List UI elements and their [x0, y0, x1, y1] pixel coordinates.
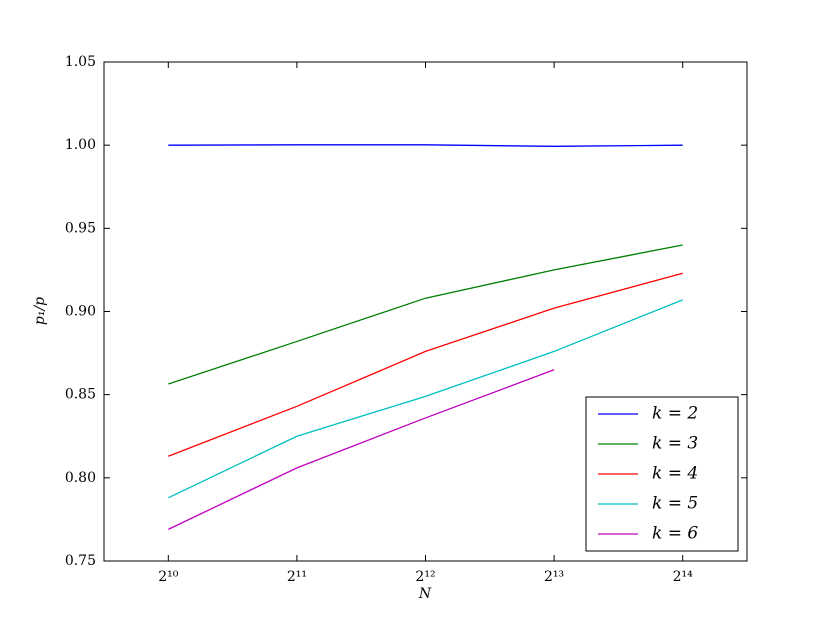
legend-label: k = 2	[652, 404, 698, 424]
x-axis-label: N	[418, 586, 432, 602]
line-series	[168, 299, 683, 499]
legend-label: k = 6	[652, 524, 698, 544]
x-tick-label: 2¹⁴	[673, 569, 694, 585]
x-tick-label: 2¹³	[544, 569, 564, 585]
legend: k = 2 k = 3 k = 4 k = 5 k = 6	[585, 396, 739, 552]
line-series	[168, 369, 555, 530]
legend-label: k = 3	[652, 434, 698, 454]
line-series	[168, 244, 683, 385]
y-tick-label: 1.00	[65, 137, 96, 153]
y-tick-label: 0.95	[65, 220, 96, 236]
y-tick-label: 0.85	[65, 387, 96, 403]
y-tick-label: 1.05	[65, 54, 96, 70]
y-axis-label: p₁/p	[32, 297, 48, 325]
legend-box	[585, 396, 739, 552]
x-tick-label: 2¹²	[415, 569, 435, 585]
y-tick-label: 0.80	[65, 470, 96, 486]
line-series	[168, 272, 683, 457]
line-series	[168, 144, 683, 147]
legend-label: k = 5	[652, 494, 698, 514]
x-tick-label: 2¹⁰	[158, 569, 179, 585]
y-tick-label: 0.75	[65, 553, 96, 569]
legend-label: k = 4	[652, 464, 698, 484]
plot-frame	[103, 61, 748, 562]
y-tick-label: 0.90	[65, 304, 96, 320]
x-tick-label: 2¹¹	[287, 569, 307, 585]
